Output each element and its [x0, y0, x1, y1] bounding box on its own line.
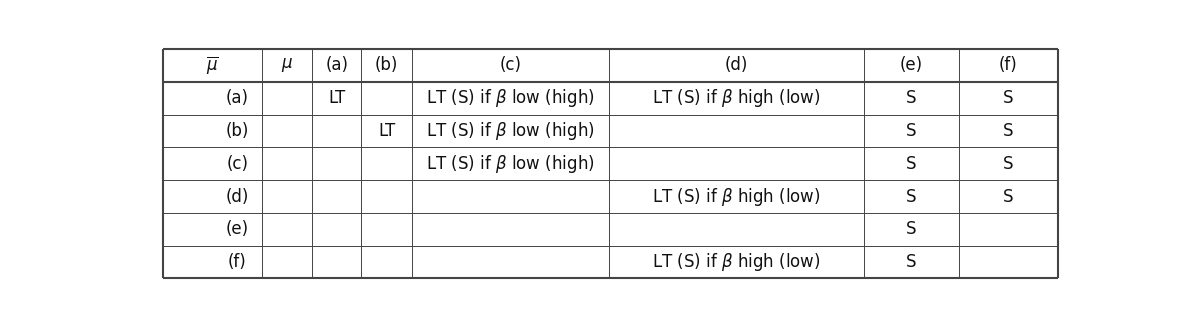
Text: (f): (f) [229, 253, 247, 271]
Text: LT (S) if $\beta$ low (high): LT (S) if $\beta$ low (high) [426, 120, 594, 142]
Text: LT: LT [378, 122, 395, 140]
Text: S: S [1003, 89, 1014, 107]
Text: (d): (d) [725, 56, 748, 74]
Text: S: S [906, 89, 916, 107]
Text: LT (S) if $\beta$ high (low): LT (S) if $\beta$ high (low) [653, 186, 821, 208]
Text: (f): (f) [999, 56, 1018, 74]
Text: S: S [1003, 122, 1014, 140]
Text: LT (S) if $\beta$ low (high): LT (S) if $\beta$ low (high) [426, 87, 594, 109]
Text: (e): (e) [226, 220, 249, 238]
Text: $\overline{\mu}$: $\overline{\mu}$ [206, 54, 219, 76]
Text: LT (S) if $\beta$ high (low): LT (S) if $\beta$ high (low) [653, 87, 821, 109]
Text: S: S [1003, 188, 1014, 205]
Text: S: S [906, 220, 916, 238]
Text: (a): (a) [325, 56, 348, 74]
Text: S: S [906, 253, 916, 271]
Text: S: S [1003, 155, 1014, 173]
Text: (d): (d) [226, 188, 249, 205]
Text: (c): (c) [499, 56, 522, 74]
Text: S: S [906, 155, 916, 173]
Text: (a): (a) [226, 89, 249, 107]
Text: (b): (b) [226, 122, 249, 140]
Text: (e): (e) [899, 56, 923, 74]
Text: LT: LT [329, 89, 345, 107]
Text: (c): (c) [226, 155, 249, 173]
Text: S: S [906, 188, 916, 205]
Text: LT (S) if $\beta$ high (low): LT (S) if $\beta$ high (low) [653, 251, 821, 273]
Text: S: S [906, 122, 916, 140]
Text: LT (S) if $\beta$ low (high): LT (S) if $\beta$ low (high) [426, 153, 594, 175]
Text: $\mu$: $\mu$ [281, 56, 293, 74]
Text: (b): (b) [375, 56, 398, 74]
